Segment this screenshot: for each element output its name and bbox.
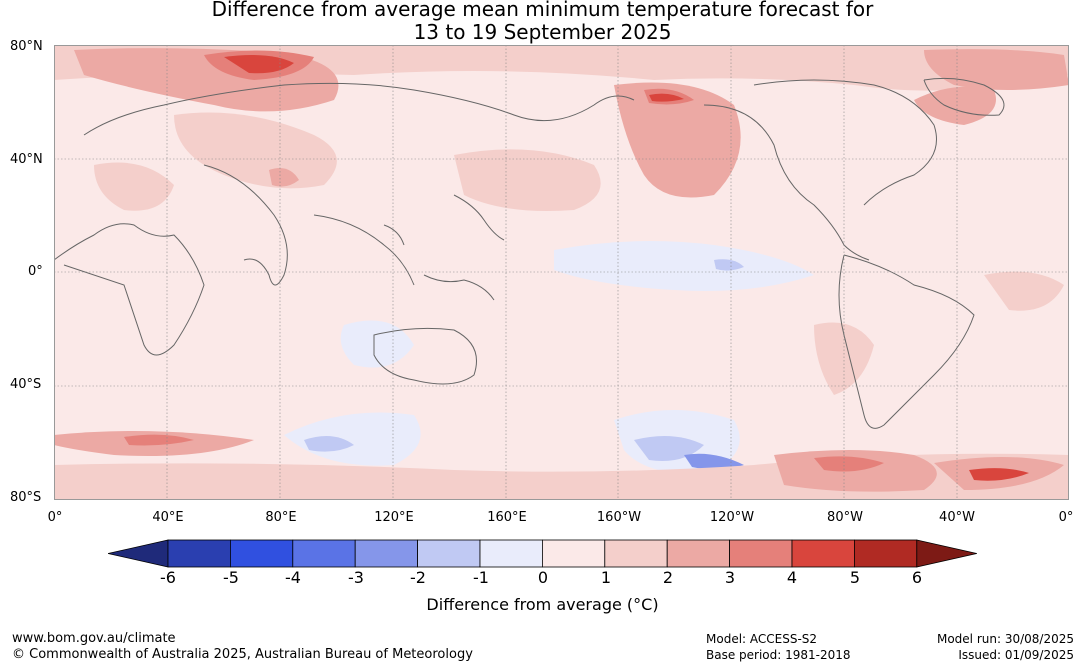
- colorbar-cell: [854, 539, 918, 568]
- lat-label-40n: 40°N: [10, 152, 43, 167]
- footer-model-run: Model run: 30/08/2025: [936, 632, 1074, 646]
- colorbar-tick: 2: [662, 568, 674, 587]
- anomaly-map: [54, 45, 1069, 500]
- map-title-line2: 13 to 19 September 2025: [413, 20, 672, 44]
- colorbar-cell: [541, 539, 606, 568]
- colorbar-extension-max: [916, 539, 977, 568]
- colorbar-tick: -6: [160, 568, 176, 587]
- lon-label-40e: 40°E: [152, 510, 184, 525]
- map-title-line1: Difference from average mean minimum tem…: [211, 0, 874, 21]
- colorbar-cell: [292, 539, 356, 568]
- colorbar-tick: 0: [537, 568, 549, 587]
- colorbar-label: Difference from average (°C): [426, 595, 659, 614]
- footer-base-period: Base period: 1981-2018: [706, 648, 851, 662]
- colorbar-tick: 3: [724, 568, 736, 587]
- lon-label-120e: 120°E: [374, 510, 414, 525]
- colorbar-tick: -2: [410, 568, 426, 587]
- colorbar-cell: [417, 539, 481, 568]
- colorbar-cell: [604, 539, 668, 568]
- colorbar-cell: [666, 539, 731, 568]
- lon-label-80w: 80°W: [827, 510, 863, 525]
- colorbar-tick: 1: [600, 568, 612, 587]
- lat-label-equator: 0°: [28, 264, 43, 279]
- lon-label-0-east: 0°: [1058, 510, 1074, 525]
- lon-label-80e: 80°E: [265, 510, 297, 525]
- coastlines: [54, 77, 1005, 429]
- lon-label-120w: 120°W: [709, 510, 755, 525]
- graticule: [54, 45, 1069, 500]
- map-frame: [54, 45, 1069, 500]
- lon-label-160e: 160°E: [487, 510, 527, 525]
- colorbar-cell: [791, 539, 855, 568]
- colorbar-tick: 6: [911, 568, 923, 587]
- footer-model: Model: ACCESS-S2: [706, 632, 818, 646]
- colorbar-tick: -5: [223, 568, 239, 587]
- colorbar-cell: [167, 539, 231, 568]
- lat-label-80n: 80°N: [10, 39, 43, 54]
- footer-issued: Issued: 01/09/2025: [958, 648, 1074, 662]
- footer-website: www.bom.gov.au/climate: [12, 631, 176, 646]
- lon-label-160w: 160°W: [596, 510, 642, 525]
- colorbar-tick: -1: [473, 568, 489, 587]
- footer-copyright: © Commonwealth of Australia 2025, Austra…: [12, 647, 473, 662]
- colorbar-cell: [479, 539, 543, 568]
- lat-label-80s: 80°S: [10, 490, 42, 505]
- colorbar-tick: 4: [786, 568, 798, 587]
- colorbar-tick: -3: [348, 568, 364, 587]
- colorbar: [108, 539, 977, 568]
- colorbar-extension-min: [108, 539, 169, 568]
- lat-label-40s: 40°S: [10, 377, 42, 392]
- lon-label-0: 0°: [47, 510, 63, 525]
- colorbar-cell: [230, 539, 294, 568]
- colorbar-cell: [729, 539, 793, 568]
- colorbar-tick: -4: [285, 568, 301, 587]
- lon-label-40w: 40°W: [939, 510, 975, 525]
- colorbar-cell: [354, 539, 418, 568]
- colorbar-tick: 5: [849, 568, 861, 587]
- anomaly-shading: [54, 45, 1069, 500]
